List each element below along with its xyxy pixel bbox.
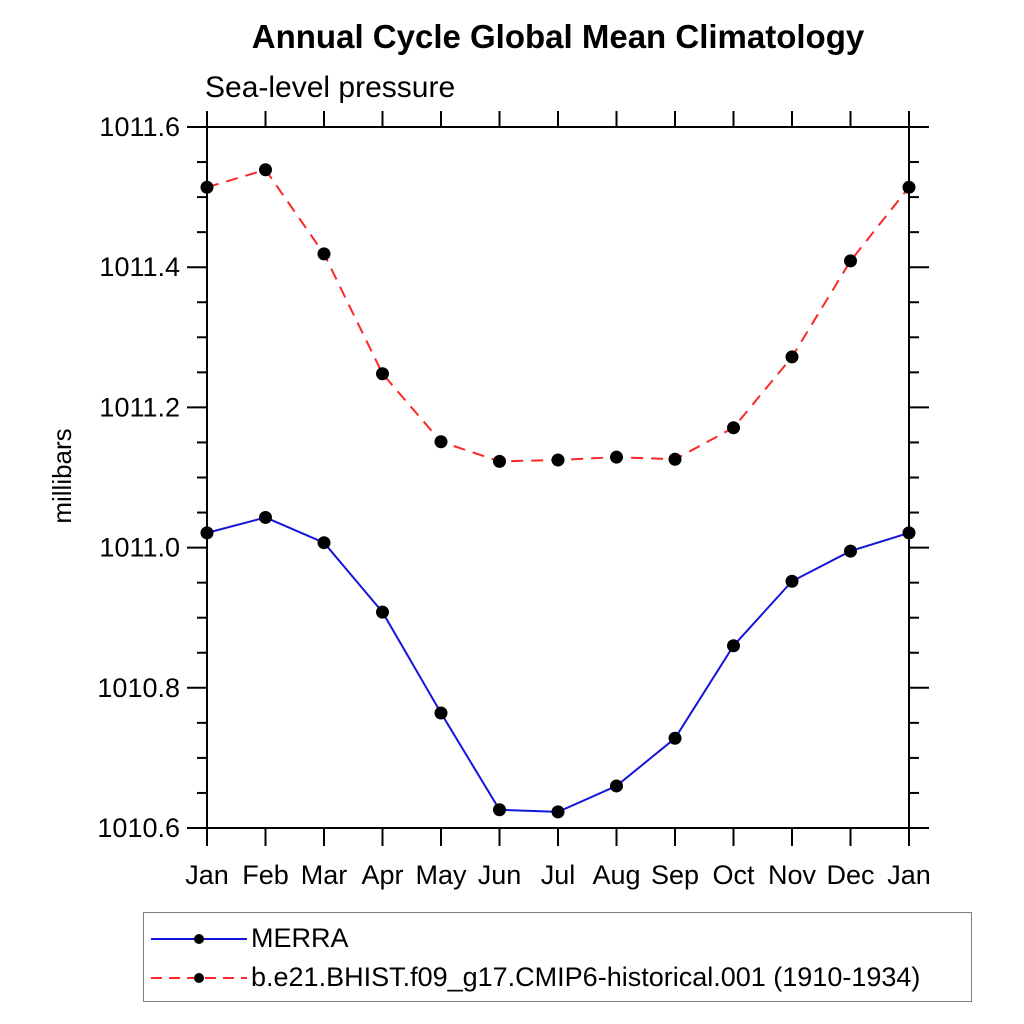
x-tick-label: Mar	[301, 860, 348, 890]
x-tick-label: Aug	[592, 860, 640, 890]
data-point-marker	[493, 803, 506, 817]
data-series	[200, 163, 916, 819]
data-point-marker	[610, 450, 623, 464]
data-point-marker	[434, 706, 448, 720]
x-tick-label: Jul	[541, 860, 576, 890]
data-point-marker	[434, 435, 448, 449]
x-tick-label: Oct	[712, 860, 755, 890]
legend-item-merra: MERRA	[149, 919, 971, 958]
data-point-marker	[376, 367, 389, 381]
x-tick-label: Jun	[478, 860, 522, 890]
data-point-marker	[200, 526, 214, 540]
chart-subtitle: Sea-level pressure	[205, 71, 456, 104]
data-point-marker	[551, 805, 565, 819]
data-point-marker	[844, 544, 857, 558]
x-tick-label: Nov	[768, 860, 817, 890]
x-tick-label: May	[415, 860, 467, 890]
series-line-0	[206, 516, 910, 813]
legend-line-sample-dashed	[151, 972, 247, 983]
chart-title: Annual Cycle Global Mean Climatology	[251, 18, 865, 55]
y-tick-label: 1010.8	[97, 673, 180, 703]
legend-marker-icon	[194, 933, 204, 944]
legend-label-merra: MERRA	[251, 923, 349, 953]
data-point-marker	[727, 639, 740, 653]
y-tick-label: 1010.6	[97, 813, 180, 843]
data-point-marker	[259, 510, 272, 524]
data-point-marker	[493, 454, 506, 468]
data-point-marker	[785, 574, 799, 588]
data-point-marker	[785, 350, 799, 364]
data-point-marker	[668, 731, 682, 745]
data-point-marker	[902, 526, 916, 540]
y-tick-label: 1011.0	[99, 533, 180, 563]
data-point-marker	[610, 779, 623, 793]
x-tick-label: Apr	[361, 860, 403, 890]
plot-frame	[206, 126, 910, 829]
axis-ticks	[187, 111, 929, 846]
data-point-marker	[668, 452, 682, 466]
x-tick-label: Jan	[185, 860, 229, 890]
legend-item-model: b.e21.BHIST.f09_g17.CMIP6-historical.001…	[149, 958, 971, 997]
data-point-marker	[317, 536, 331, 550]
legend: MERRA b.e21.BHIST.f09_g17.CMIP6-historic…	[143, 912, 972, 1002]
plot-box	[206, 126, 910, 829]
y-tick-label: 1011.2	[99, 392, 180, 422]
x-tick-label: Sep	[651, 860, 699, 890]
x-tick-label: Feb	[242, 860, 289, 890]
legend-line-sample-solid	[151, 933, 247, 944]
data-point-marker	[551, 453, 565, 467]
data-point-marker	[727, 421, 740, 435]
data-point-marker	[259, 163, 272, 177]
series-line-1	[206, 168, 910, 463]
data-point-marker	[902, 180, 916, 194]
x-tick-label: Dec	[826, 860, 874, 890]
data-point-marker	[317, 247, 331, 261]
axis-tick-labels: Jan Feb Mar Apr May Jun Jul Aug Sep Oct Nov Dec Jan1…	[97, 112, 930, 890]
y-tick-label: 1011.6	[99, 112, 180, 142]
legend-marker-icon	[194, 972, 204, 983]
legend-label-model: b.e21.BHIST.f09_g17.CMIP6-historical.001…	[251, 962, 921, 992]
data-point-marker	[376, 605, 389, 619]
data-point-marker	[844, 254, 857, 268]
data-point-marker	[200, 180, 214, 194]
y-tick-label: 1011.4	[99, 252, 180, 282]
x-tick-label: Jan	[887, 860, 931, 890]
